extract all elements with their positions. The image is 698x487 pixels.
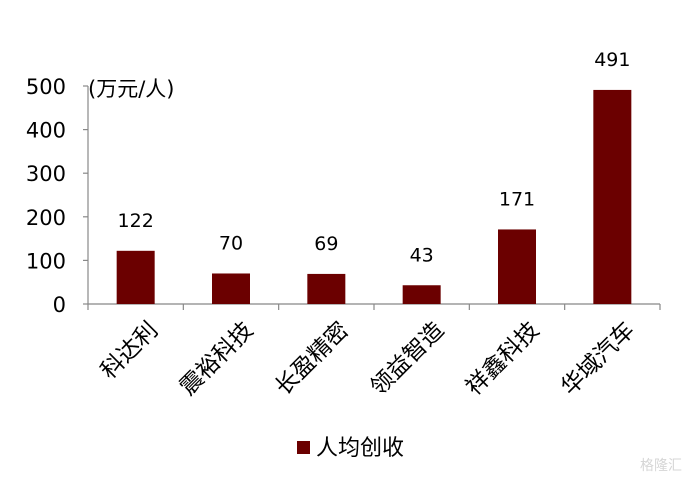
bar — [593, 89, 632, 304]
bar — [307, 273, 346, 304]
data-label: 122 — [118, 210, 154, 232]
y-tick-label: 200 — [26, 206, 66, 230]
legend-label: 人均创收 — [316, 436, 404, 461]
legend-swatch — [297, 441, 310, 454]
y-tick-label: 500 — [26, 75, 66, 99]
y-unit-label: (万元/人) — [88, 77, 174, 101]
y-axis: 0 100 200 300 400 500 — [26, 75, 89, 317]
y-tick-label: 100 — [26, 249, 66, 273]
data-label: 171 — [499, 188, 535, 210]
x-category-label: 祥鑫科技 — [461, 317, 544, 400]
bar — [402, 285, 441, 304]
data-label: 491 — [594, 49, 630, 71]
y-tick-label: 300 — [26, 162, 66, 186]
x-category-label: 华域汽车 — [556, 317, 639, 400]
x-category-label: 长盈精密 — [270, 317, 353, 400]
data-label: 70 — [219, 232, 243, 254]
bars — [116, 89, 632, 304]
data-labels: 122 70 69 43 171 491 — [118, 49, 631, 266]
x-category-label: 科达利 — [96, 317, 163, 384]
x-axis: 科达利 震裕科技 长盈精密 领益智造 祥鑫科技 华域汽车 — [87, 303, 661, 401]
bar — [498, 229, 536, 304]
y-tick-label: 400 — [26, 119, 66, 143]
y-tick-label: 0 — [53, 293, 66, 317]
legend: 人均创收 — [297, 436, 404, 461]
watermark-text: 格隆汇 — [640, 458, 682, 474]
x-category-label: 震裕科技 — [175, 317, 258, 400]
bar — [116, 250, 155, 304]
data-label: 43 — [410, 244, 434, 266]
x-category-label: 领益智造 — [366, 317, 449, 400]
data-label: 69 — [314, 233, 338, 255]
bar — [212, 273, 250, 304]
